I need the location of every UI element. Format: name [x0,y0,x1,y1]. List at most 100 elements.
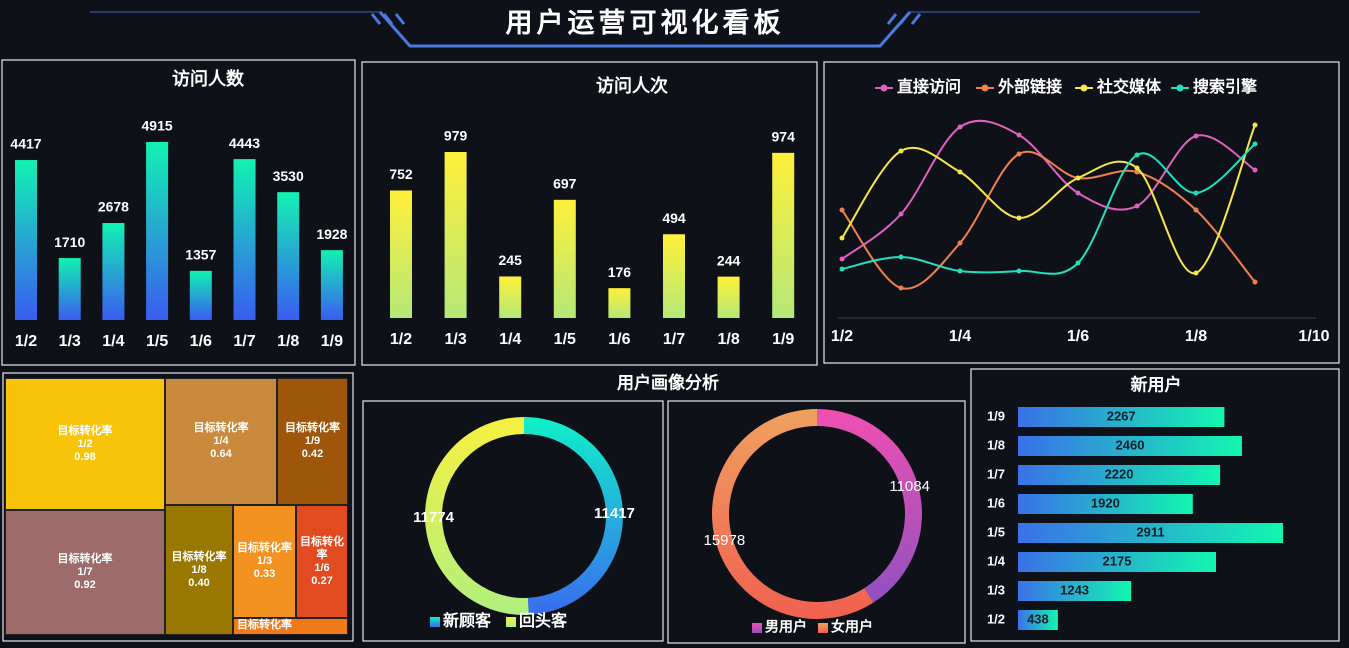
point [1134,152,1140,158]
cell-date: 1/6 [314,561,330,574]
value-label: 697 [553,176,577,192]
x-tick-label: 1/3 [59,333,81,350]
treemap-cell: 目标转化率 1/2 0.98 [5,378,165,510]
line [841,124,1256,275]
x-tick-label: 1/7 [663,331,685,348]
cell-value: 0.42 [301,448,324,460]
bar [1018,610,1058,630]
line [841,150,1256,290]
point [1252,141,1258,147]
y-tick-label: 1/7 [987,466,1005,481]
cell-date: 1/8 [191,563,207,576]
cell-value: 0.33 [253,568,276,580]
legend-label: 新顾客 [443,611,492,630]
x-tick-label: 1/10 [1298,328,1329,345]
value-label: 244 [717,252,741,268]
y-tick-label: 1/6 [987,495,1005,510]
legend-swatch [752,623,762,633]
value-label: 245 [499,252,523,268]
treemap-cell: 目标转化率 1/4 0.64 [165,378,277,505]
value-label: 4417 [10,136,41,152]
y-tick-label: 1/2 [987,611,1005,626]
y-tick-label: 1/5 [987,524,1005,539]
cell-date: 1/4 [213,435,229,447]
value-label: 1243 [1060,582,1089,597]
point [957,240,963,246]
point [1252,122,1258,128]
x-tick-label: 1/3 [444,331,466,348]
point [1193,133,1199,139]
bar [717,276,740,318]
value-label: 11774 [413,509,455,526]
x-tick-label: 1/8 [277,333,299,350]
x-tick-label: 1/5 [146,333,168,350]
point [1193,207,1199,213]
cell-value: 0.40 [188,576,210,589]
cell-name: 目标转化率 [300,535,344,561]
cell-name: 目标转化率 [57,424,113,437]
value-label: 4443 [229,135,260,151]
title-banner [90,11,1200,48]
point [839,235,845,241]
point [1134,165,1140,171]
bar [1018,523,1283,543]
panel [361,61,818,366]
chart-title: 新用户 [1131,374,1182,394]
point [1075,260,1081,266]
point [898,254,904,260]
y-tick-label: 1/3 [987,582,1005,597]
x-tick-label: 1/5 [554,331,576,348]
x-tick-label: 1/2 [15,333,37,350]
cell-name: 目标转化率 [237,619,292,631]
cell-date: 1/9 [304,435,321,447]
point [1193,190,1199,196]
value-label: 752 [389,166,413,182]
value-label: 2460 [1116,437,1145,452]
cell-date: 1/7 [77,566,93,578]
value-label: 2678 [98,199,129,215]
legend-label: 女用户 [831,619,873,635]
point [1075,190,1081,196]
value-label: 1920 [1091,495,1120,510]
point [839,207,845,213]
value-label: 438 [1027,611,1049,626]
cell-value: 0.64 [210,448,232,460]
legend-label: 直接访问 [897,77,961,96]
bar [146,142,169,320]
bar [499,276,522,318]
panel [667,400,966,644]
donut-slice [712,409,874,619]
bar [15,160,37,320]
legend-swatch [981,84,989,92]
point [898,148,904,154]
legend-swatch [880,84,888,92]
value-label: 3530 [273,168,304,184]
y-tick-label: 1/9 [987,408,1005,423]
panel [1,59,356,366]
legend-label: 搜索引擎 [1193,77,1258,96]
bar [58,258,81,320]
chart-title: 用户画像分析 [617,372,719,392]
point [1134,203,1140,209]
x-tick-label: 1/4 [499,331,521,348]
value-label: 4915 [142,118,173,134]
treemap-cell: 目标转化率 1/8 0.40 [165,505,233,635]
bar [444,152,467,318]
point [1016,151,1022,157]
legend-label: 回头客 [519,611,568,630]
treemap-cell: 目标转化率 1/7 0.92 [5,510,165,635]
cell-value: 0.27 [311,574,333,587]
chart-title: 访问人次 [596,75,668,96]
y-tick-label: 1/4 [987,553,1006,568]
value-label: 1928 [316,226,347,242]
point [1075,175,1081,181]
chart-title: 访问人数 [172,68,245,89]
point [957,169,963,175]
panel [362,400,664,642]
x-tick-label: 1/8 [717,331,739,348]
donut-slice [425,417,529,615]
bar [1018,407,1225,427]
point [1016,215,1022,221]
